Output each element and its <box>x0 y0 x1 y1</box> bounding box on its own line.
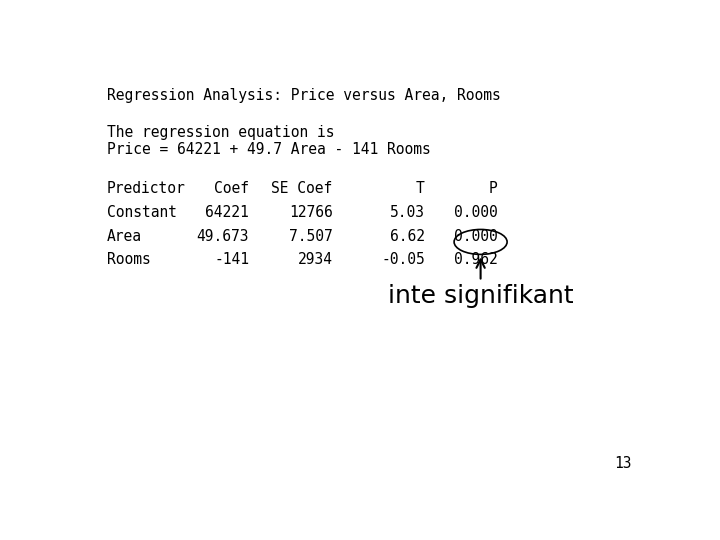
Text: Constant: Constant <box>107 205 176 220</box>
Text: Regression Analysis: Price versus Area, Rooms: Regression Analysis: Price versus Area, … <box>107 87 500 103</box>
Text: T: T <box>416 181 425 196</box>
Text: -0.05: -0.05 <box>381 252 425 267</box>
Text: 0.962: 0.962 <box>454 252 498 267</box>
Text: Rooms: Rooms <box>107 252 150 267</box>
Text: 49.673: 49.673 <box>197 228 249 244</box>
Text: SE Coef: SE Coef <box>271 181 333 196</box>
Text: 64221: 64221 <box>205 205 249 220</box>
Text: Coef: Coef <box>214 181 249 196</box>
Text: -141: -141 <box>214 252 249 267</box>
Text: Area: Area <box>107 228 142 244</box>
Text: 12766: 12766 <box>289 205 333 220</box>
Text: The regression equation is: The regression equation is <box>107 125 334 140</box>
Text: 13: 13 <box>613 456 631 471</box>
Text: Price = 64221 + 49.7 Area - 141 Rooms: Price = 64221 + 49.7 Area - 141 Rooms <box>107 141 431 157</box>
Text: 2934: 2934 <box>298 252 333 267</box>
Text: 0.000: 0.000 <box>454 205 498 220</box>
Text: 6.62: 6.62 <box>390 228 425 244</box>
Text: 7.507: 7.507 <box>289 228 333 244</box>
Text: Predictor: Predictor <box>107 181 186 196</box>
Text: inte signifikant: inte signifikant <box>388 284 573 307</box>
Text: P: P <box>489 181 498 196</box>
Text: 5.03: 5.03 <box>390 205 425 220</box>
Text: 0.000: 0.000 <box>454 228 498 244</box>
